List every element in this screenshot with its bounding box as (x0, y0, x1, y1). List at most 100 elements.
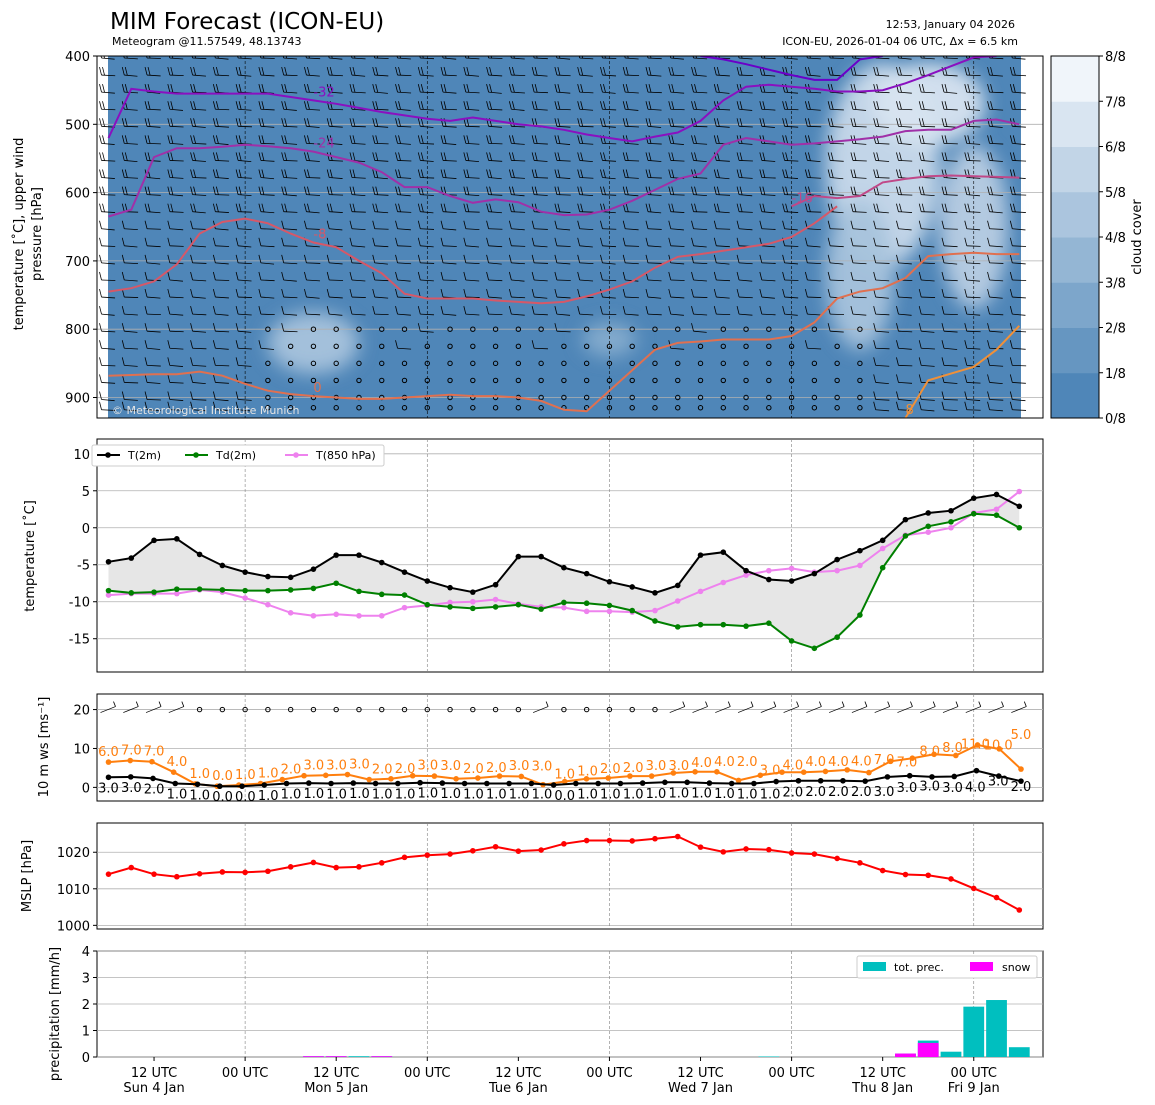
wind-barb-flag (647, 56, 649, 59)
wind-barb-shaft (238, 262, 252, 265)
wind-barb-flag (258, 254, 262, 264)
wind-barb (964, 254, 981, 265)
wind-barb-flag (181, 701, 185, 707)
wind-barb-flag (304, 101, 307, 110)
wind-barb-shaft (989, 125, 1003, 128)
wind-barb (736, 306, 753, 316)
gust-value-label: 3.0 (326, 758, 347, 773)
wind-barb-flag (921, 186, 925, 195)
gust-value-label: 3.0 (303, 759, 324, 774)
wind-barb-flag (851, 56, 854, 59)
wind-barb-shaft (670, 313, 684, 316)
wind-barb-flag (123, 56, 125, 59)
wind-barb-flag (987, 66, 990, 76)
wind-barb-shaft (283, 142, 298, 145)
wind-barb-flag (759, 306, 763, 315)
wind-barb-shaft (397, 279, 411, 282)
wind-barb-flag (718, 56, 720, 59)
cloud-panel-ylabel-line1: temperature [˚C], upper wind (11, 138, 27, 331)
wind-barb-flag (326, 186, 330, 195)
wind-barb-shaft (465, 125, 480, 128)
wind-barb (486, 220, 503, 230)
wind-barb (782, 203, 799, 213)
wind-barb-flag (352, 186, 356, 195)
wind-barb-flag (284, 203, 288, 212)
wind-barb-flag (121, 152, 125, 161)
surface-wind-barb (532, 701, 549, 713)
calm-wind-circle (333, 360, 339, 367)
wind-barb-flag (832, 56, 834, 59)
wind-barb-shaft (192, 364, 207, 367)
wind-barb (235, 254, 252, 265)
wind-barb (417, 306, 435, 316)
wind-barb-flag (782, 118, 785, 127)
wind-barb-shaft (943, 245, 958, 248)
wind-barb-shaft (579, 313, 594, 316)
wind-barb-flag (827, 101, 831, 110)
wind-barb (258, 203, 275, 214)
wind-barb (144, 152, 161, 162)
td2m-point (857, 612, 863, 618)
mean-value-label: 1.0 (714, 787, 735, 802)
wind-barb (99, 203, 116, 213)
wind-barb (736, 288, 753, 299)
wind-barb-flag (896, 340, 899, 349)
wind-barb-shaft (943, 74, 958, 77)
wind-barb-shaft (465, 211, 480, 213)
wind-barb-shaft (807, 228, 821, 231)
wind-barb-flag (557, 118, 561, 127)
wind-barb-flag (671, 118, 675, 127)
calm-wind-circle (538, 394, 544, 401)
wind-barb-shaft (693, 177, 708, 179)
wind-barb-flag (600, 101, 603, 110)
calm-wind-circle (766, 377, 772, 384)
wind-barb-flag (668, 203, 672, 212)
wind-barb-flag (326, 220, 330, 229)
wind-barb (190, 323, 206, 333)
wind-barb-flag (873, 101, 877, 110)
wind-barb-flag (326, 152, 330, 161)
wind-barb-flag (167, 135, 171, 144)
wind-barb-flag (964, 374, 968, 383)
wind-barb-flag (147, 203, 151, 212)
mslp-point (401, 854, 408, 861)
wind-barb-flag (932, 701, 936, 707)
wind-barb-flag (121, 135, 125, 144)
gust-point (496, 773, 503, 779)
mslp-point (356, 864, 362, 870)
wind-barb-flag (738, 56, 740, 59)
wind-barb-shaft (374, 142, 389, 145)
wind-barb-shaft (602, 245, 617, 248)
t2m-point (697, 552, 704, 558)
wind-barb-shaft (238, 409, 252, 412)
wind-barb (896, 237, 913, 247)
wind-barb-flag (557, 101, 561, 110)
gust-point (670, 770, 677, 776)
wind-barb-shaft (534, 279, 548, 282)
wind-barb-flag (190, 401, 193, 410)
t2m-point (857, 547, 863, 554)
wind-barb-shaft (1012, 74, 1027, 77)
wind-barb-flag (682, 701, 686, 707)
wind-barb-shaft (465, 245, 480, 248)
wind-barb-shaft (670, 194, 685, 196)
wind-barb (964, 84, 981, 94)
wind-barb-shaft (739, 313, 753, 316)
wind-barb-shaft (169, 57, 184, 60)
gust-point (757, 772, 764, 779)
wind-barb-shaft (602, 177, 616, 180)
isotherm-8 (904, 325, 1021, 418)
wind-barb-flag (422, 56, 424, 59)
wind-barb-flag (167, 203, 171, 212)
t850-point (720, 579, 727, 586)
wind-barb-shaft (101, 160, 116, 162)
wind-barb-shaft (784, 245, 799, 247)
gust-point (453, 776, 459, 782)
wind-barb (736, 118, 753, 128)
wind-barb (144, 288, 161, 299)
wind-barb-shaft (397, 313, 411, 316)
wind-barb-flag (713, 186, 717, 195)
wind-barb (419, 56, 435, 60)
wind-barb-shaft (807, 245, 821, 248)
mslp-point (811, 851, 818, 857)
